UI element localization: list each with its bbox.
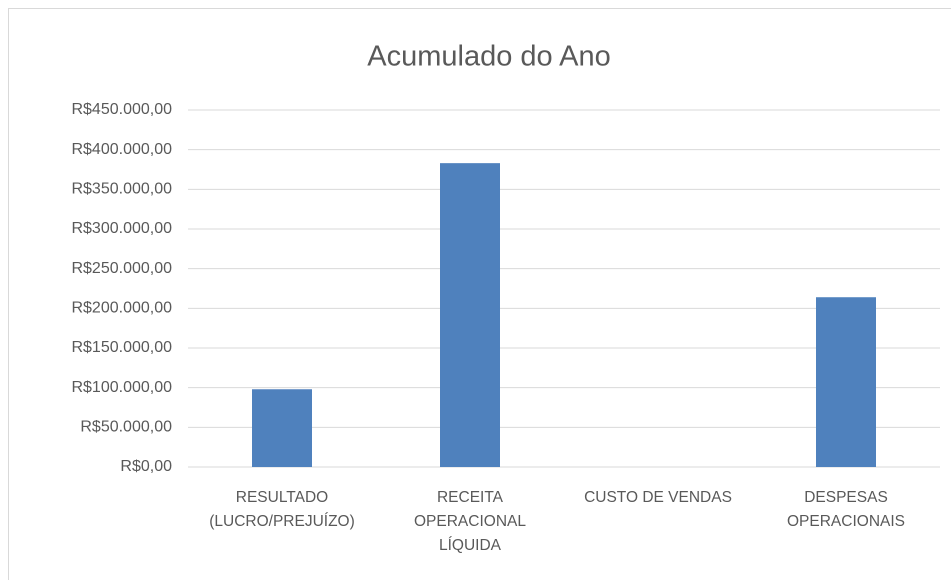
y-tick-label: R$100.000,00 bbox=[71, 379, 172, 396]
y-tick-label: R$250.000,00 bbox=[71, 260, 172, 277]
x-tick-label: CUSTO DE VENDAS bbox=[584, 489, 732, 506]
x-tick-label: RECEITA OPERACIONAL LÍQUIDA bbox=[414, 489, 526, 554]
x-tick-label: DESPESAS OPERACIONAIS bbox=[787, 489, 905, 530]
y-tick-label: R$0,00 bbox=[120, 458, 172, 475]
bar bbox=[440, 163, 500, 468]
y-tick-label: R$50.000,00 bbox=[80, 419, 172, 436]
y-tick-label: R$300.000,00 bbox=[71, 220, 172, 237]
y-tick-label: R$400.000,00 bbox=[71, 141, 172, 158]
y-tick-label: R$200.000,00 bbox=[71, 300, 172, 317]
y-tick-label: R$150.000,00 bbox=[71, 339, 172, 356]
bar bbox=[816, 297, 876, 467]
y-tick-label: R$350.000,00 bbox=[71, 181, 172, 198]
bar bbox=[252, 389, 312, 467]
chart-title: Acumulado do Ano bbox=[367, 41, 610, 73]
x-tick-label: RESULTADO (LUCRO/PREJUÍZO) bbox=[209, 489, 355, 530]
y-tick-label: R$450.000,00 bbox=[71, 101, 172, 118]
